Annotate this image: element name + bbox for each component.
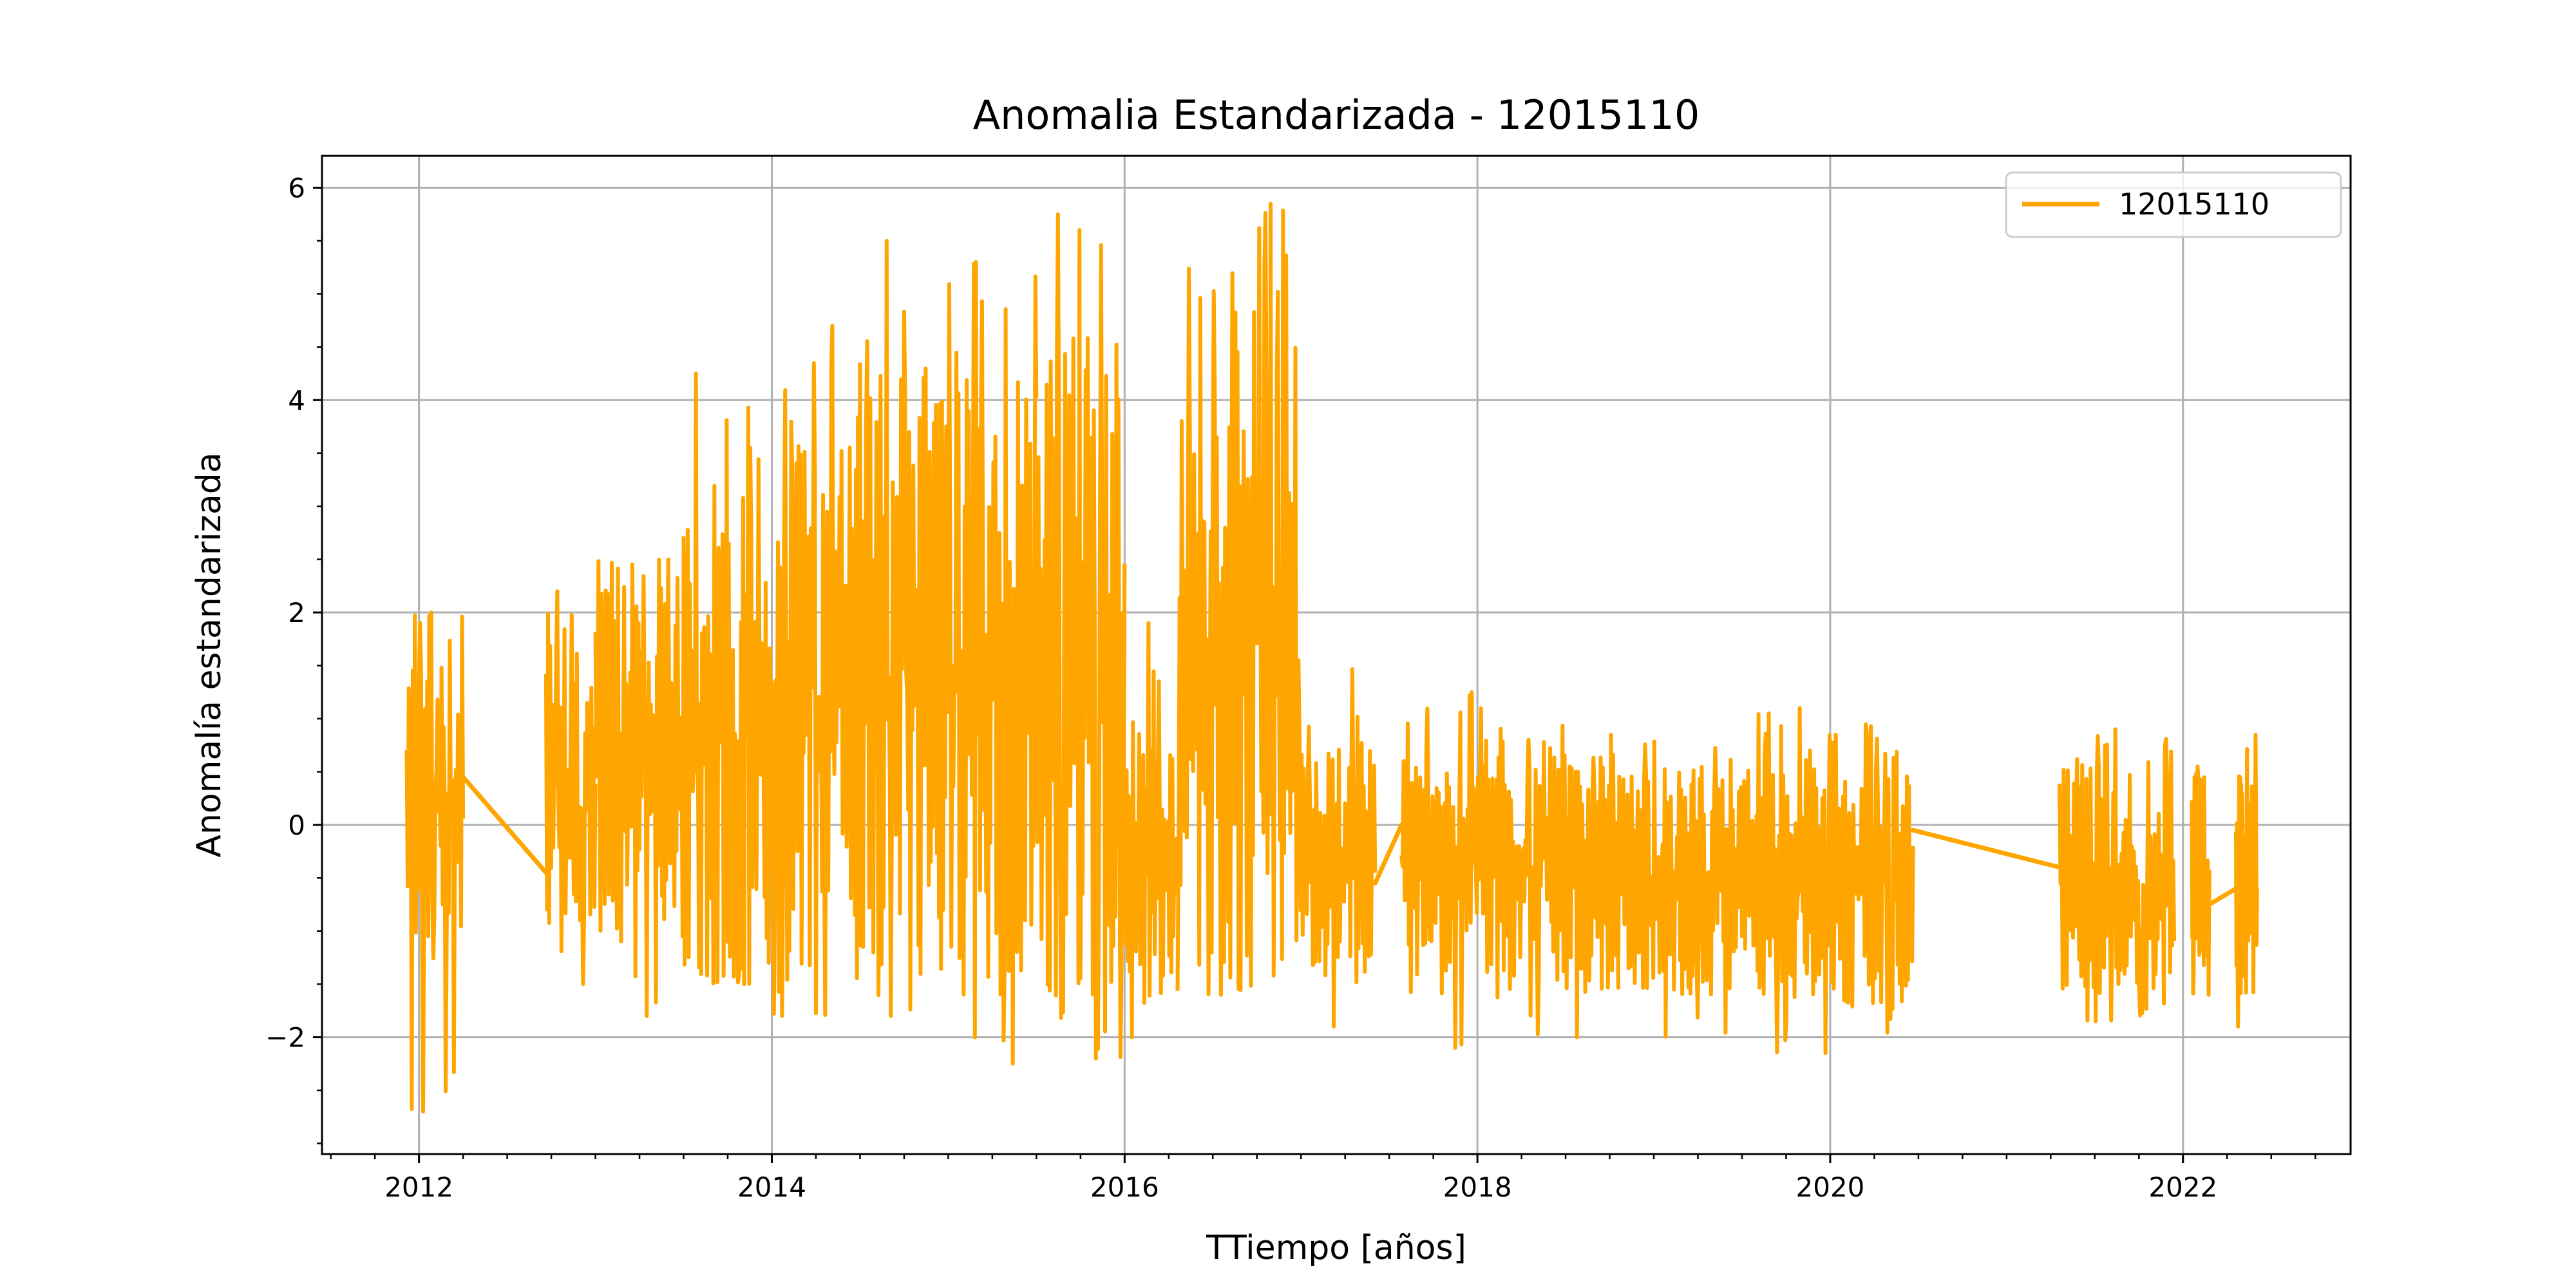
y-tick-label: 2 (288, 597, 305, 629)
series-segment (2058, 727, 2177, 1023)
series-segment (2234, 732, 2259, 1029)
series-gap-connector (1372, 822, 1404, 886)
x-tick-label: 2016 (1090, 1171, 1159, 1203)
series-segment (1175, 202, 1300, 997)
chart-title: Anomalia Estandarizada - 12015110 (973, 91, 1700, 138)
series-segment (1295, 658, 1378, 1028)
y-tick-label: −2 (265, 1022, 305, 1054)
series-segment (1740, 706, 1915, 1056)
series-segment (681, 372, 774, 987)
x-tick-label: 2012 (384, 1171, 453, 1203)
series-segment (2190, 764, 2211, 997)
x-tick-label: 2018 (1443, 1171, 1512, 1203)
x-axis-label: TTiempo [años] (1206, 1229, 1466, 1267)
series-segment (1564, 732, 1744, 1039)
series-segment (1034, 212, 1127, 1061)
y-tick-label: 6 (288, 172, 305, 204)
series-gap-connector (2207, 886, 2239, 907)
series-segment (946, 260, 1039, 1066)
x-tick-label: 2020 (1796, 1171, 1865, 1203)
legend-box (2005, 171, 2342, 238)
series-segment (544, 589, 598, 987)
x-tick-label: 2022 (2148, 1171, 2217, 1203)
legend: 12015110 (2005, 171, 2342, 238)
legend-label: 12015110 (2119, 187, 2269, 222)
y-tick-label: 4 (288, 384, 305, 416)
ticks: 2012 2014 2016 2018 2020 2022 −2 0 2 4 6 (265, 172, 2316, 1203)
x-tick-label: 2014 (737, 1171, 806, 1203)
series-segment (858, 238, 951, 1018)
plot-frame (321, 155, 2352, 1155)
y-tick-label: 0 (288, 810, 305, 841)
y-axis-label: Anomalía estandarizada (190, 452, 229, 857)
series-segment (404, 611, 466, 1113)
series-segment (1399, 690, 1568, 1050)
series-segment (770, 323, 862, 1018)
series-segment (1122, 621, 1180, 1039)
series-gap-connector (460, 775, 549, 875)
series-segment (593, 557, 686, 1018)
series-12015110 (404, 202, 2259, 1113)
series-gap-connector (1911, 828, 2062, 870)
